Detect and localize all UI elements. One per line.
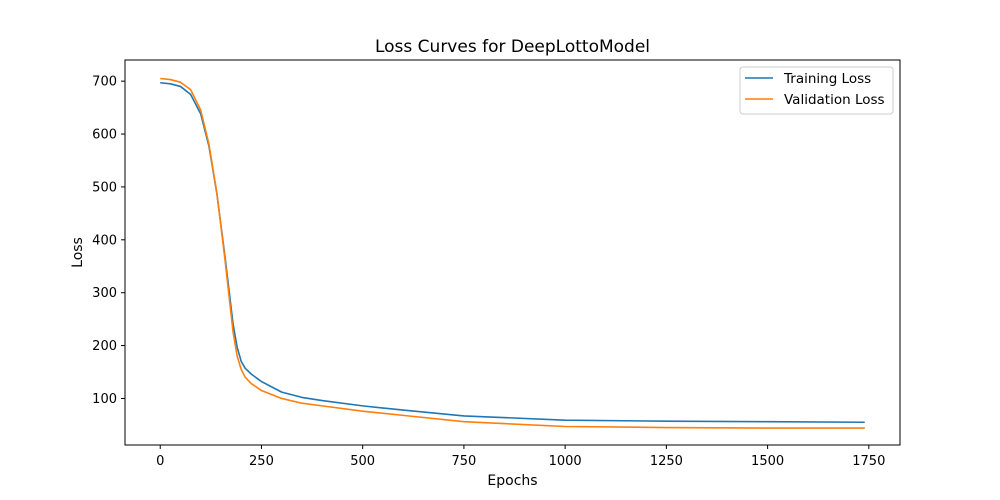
x-axis-title: Epochs	[487, 473, 537, 489]
y-tick-label: 400	[92, 233, 117, 248]
y-tick-label: 300	[92, 286, 117, 301]
plot-lines	[160, 77, 865, 429]
y-tick-label: 200	[92, 339, 117, 354]
x-axis: 0 250 500 750 1000 1250 1500 1750	[156, 445, 885, 469]
y-tick-label: 100	[92, 392, 117, 407]
legend-box	[739, 66, 894, 115]
x-tick-label: 1250	[650, 454, 683, 469]
y-tick-label: 600	[92, 128, 117, 143]
plot-frame	[124, 59, 901, 446]
x-tick-label: 0	[156, 454, 164, 469]
y-tick-label: 500	[92, 180, 117, 195]
y-axis: 100 200 300 400 500 600 700	[92, 75, 125, 407]
chart-title: Loss Curves for DeepLottoModel	[375, 37, 650, 57]
y-tick-label: 700	[92, 75, 117, 90]
x-tick-label: 500	[350, 454, 375, 469]
x-tick-label: 250	[249, 454, 274, 469]
x-tick-label: 1000	[549, 454, 582, 469]
series-line-training-loss	[160, 81, 865, 424]
y-axis-title: Loss	[70, 237, 86, 268]
legend-label: Training Loss	[783, 71, 871, 87]
x-tick-label: 1750	[852, 454, 885, 469]
legend-label: Validation Loss	[784, 92, 885, 108]
x-tick-label: 750	[451, 454, 476, 469]
legend: Training Loss Validation Loss	[739, 66, 894, 115]
x-tick-label: 1500	[751, 454, 784, 469]
series-line-validation-loss	[160, 77, 865, 429]
